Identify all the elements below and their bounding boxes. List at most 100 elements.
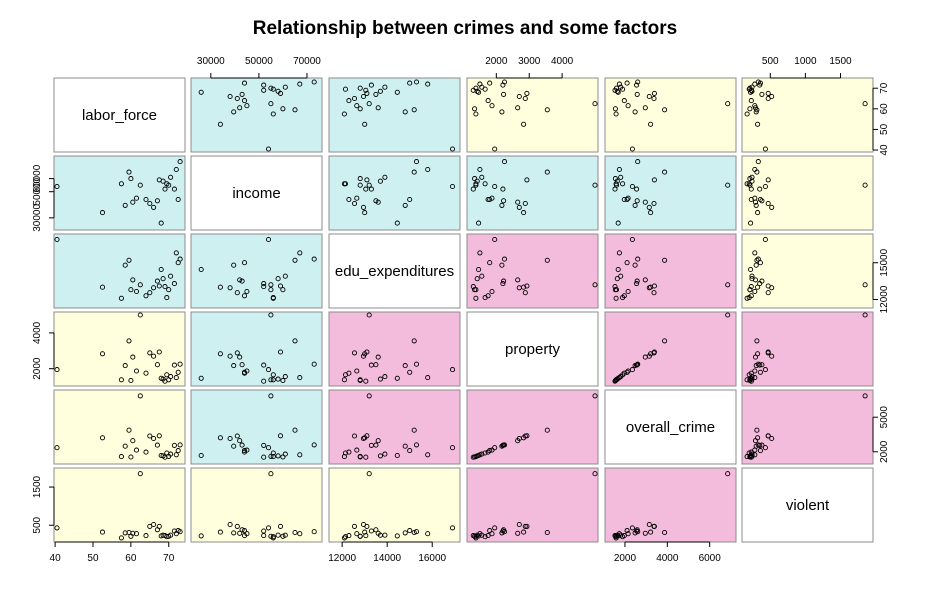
point-overall_crime-violent-12 [759,442,765,448]
point-income-violent-21 [757,196,763,203]
point-labor_force-violent-1 [755,121,761,127]
point-labor_force-edu_expenditures-1 [362,121,368,127]
point-edu_expenditures-overall_crime-19 [634,281,640,287]
point-edu_expenditures-income-12 [239,278,245,284]
point-labor_force-edu_expenditures-15 [377,88,383,94]
point-property-income-22 [311,361,317,367]
row-tick-label-violent-1500: 1500 [32,475,43,498]
point-edu_expenditures-violent-20 [752,250,758,256]
point-overall_crime-property-4 [544,427,550,433]
tick-label-property-3000: 3000 [518,56,541,67]
point-edu_expenditures-labor_force-20 [173,250,179,256]
point-labor_force-property-4 [544,107,550,113]
point-overall_crime-income-15 [275,453,281,459]
point-edu_expenditures-labor_force-15 [160,276,166,282]
point-property-violent-23 [746,372,752,378]
point-violent-labor_force-8 [137,471,143,477]
point-labor_force-violent-11 [769,93,775,100]
point-income-property-12 [501,198,507,204]
point-labor_force-property-8 [592,101,598,107]
point-property-income-6 [237,354,243,360]
point-income-violent-2 [744,181,750,187]
point-property-labor_force-22 [177,361,183,367]
point-violent-labor_force-23 [164,534,170,540]
tick-label-labor_force-70: 70 [163,553,175,564]
row-tick-label-labor_force-60: 60 [879,103,890,115]
point-labor_force-income-0 [265,146,272,152]
point-labor_force-property-10 [522,95,528,102]
point-labor_force-edu_expenditures-9 [346,98,352,104]
point-violent-overall_crime-11 [646,521,652,528]
point-property-violent-8 [862,312,868,318]
point-edu_expenditures-violent-1 [755,284,761,290]
point-edu_expenditures-violent-19 [757,281,763,287]
point-violent-property-11 [516,521,522,528]
point-labor_force-violent-23 [746,86,752,92]
point-edu_expenditures-property-3 [499,262,505,268]
point-income-violent-12 [759,198,765,204]
point-edu_expenditures-labor_force-4 [126,257,132,263]
point-violent-income-20 [297,531,303,537]
point-income-labor_force-12 [154,198,160,204]
point-property-income-21 [241,369,248,375]
point-violent-edu_expenditures-4 [411,529,417,536]
point-income-labor_force-15 [160,178,166,184]
point-income-property-20 [477,166,483,173]
point-overall_crime-violent-4 [754,427,760,433]
point-income-property-8 [592,182,598,188]
point-labor_force-overall_crime-1 [648,121,654,127]
point-edu_expenditures-income-7 [244,288,250,295]
point-overall_crime-income-16 [261,454,267,460]
point-property-edu_expenditures-20 [425,375,431,381]
point-income-property-16 [470,186,476,192]
point-overall_crime-edu_expenditures-4 [411,427,417,433]
point-income-labor_force-10 [147,200,153,207]
point-overall_crime-labor_force-3 [122,443,128,449]
point-income-edu_expenditures-3 [402,202,408,208]
point-labor_force-income-10 [234,95,240,102]
point-property-violent-21 [757,369,763,375]
point-labor_force-overall_crime-8 [725,101,731,107]
point-edu_expenditures-overall_crime-10 [651,290,657,296]
point-labor_force-income-6 [237,105,243,111]
row-tick-label-income-60000: 60000 [32,164,43,192]
point-labor_force-edu_expenditures-18 [382,84,388,90]
panel-income-vs-property [466,155,599,231]
point-violent-edu_expenditures-7 [354,531,360,537]
point-overall_crime-edu_expenditures-20 [425,452,431,458]
point-property-edu_expenditures-4 [411,338,417,344]
point-overall_crime-edu_expenditures-11 [360,435,367,442]
point-labor_force-violent-2 [744,111,750,117]
point-labor_force-overall_crime-6 [642,105,648,111]
point-property-income-13 [277,349,284,355]
point-property-labor_force-2 [118,377,124,383]
point-labor_force-income-15 [275,88,281,94]
point-violent-edu_expenditures-2 [341,535,347,541]
point-edu_expenditures-labor_force-7 [133,288,140,295]
panel-income-vs-overall_crime [604,155,737,231]
point-income-labor_force-16 [162,186,168,192]
point-edu_expenditures-labor_force-1 [99,284,106,290]
point-edu_expenditures-overall_crime-14 [615,266,621,273]
point-violent-property-23 [482,534,488,540]
point-property-income-2 [270,377,276,383]
point-edu_expenditures-overall_crime-12 [634,278,640,284]
point-edu_expenditures-property-18 [479,273,485,279]
tick-label-income-70000: 70000 [293,56,321,67]
point-overall_crime-edu_expenditures-22 [413,442,420,448]
point-edu_expenditures-labor_force-2 [118,295,124,301]
point-income-overall_crime-1 [648,210,654,216]
point-violent-edu_expenditures-14 [394,533,400,539]
point-overall_crime-violent-21 [757,448,763,454]
point-violent-edu_expenditures-20 [425,531,431,537]
panel-labor_force-vs-edu_expenditures [328,77,461,153]
point-income-overall_crime-10 [651,200,657,207]
point-violent-edu_expenditures-8 [366,471,372,477]
point-property-overall_crime-8 [725,312,731,318]
point-edu_expenditures-property-6 [515,277,521,283]
tick-label-income-50000: 50000 [245,56,273,67]
point-income-labor_force-14 [158,220,164,226]
point-overall_crime-labor_force-21 [175,448,181,454]
point-violent-property-8 [592,471,598,477]
point-overall_crime-property-22 [501,442,508,448]
